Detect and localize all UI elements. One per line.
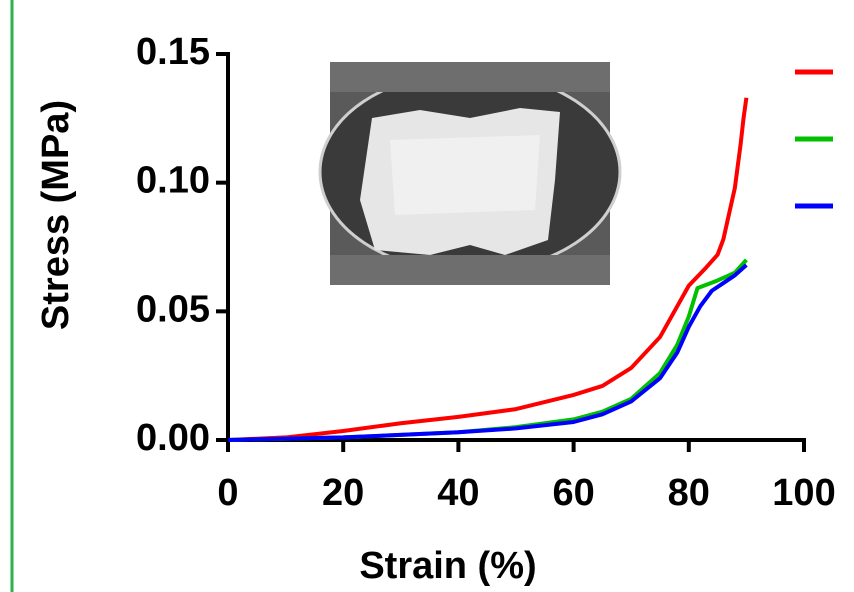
x-tick-label: 0 bbox=[217, 472, 238, 514]
y-tick-label: 0.00 bbox=[136, 417, 210, 459]
x-tick-label: 20 bbox=[322, 472, 364, 514]
y-tick-label: 0.10 bbox=[136, 160, 210, 202]
chart: Strain (%) Stress (MPa) 0 20 40 60 80 100 0.00… bbox=[0, 0, 854, 592]
x-tick-label: 40 bbox=[437, 472, 479, 514]
x-tick-label: 80 bbox=[668, 472, 710, 514]
x-axis-label: Strain (%) bbox=[359, 545, 536, 587]
y-tick-label: 0.05 bbox=[136, 288, 210, 330]
x-tick-label: 60 bbox=[552, 472, 594, 514]
inset-photo bbox=[320, 62, 620, 285]
x-tick-label: 100 bbox=[772, 472, 835, 514]
y-tick-label: 0.15 bbox=[136, 31, 210, 73]
y-axis-label: Stress (MPa) bbox=[35, 100, 77, 330]
